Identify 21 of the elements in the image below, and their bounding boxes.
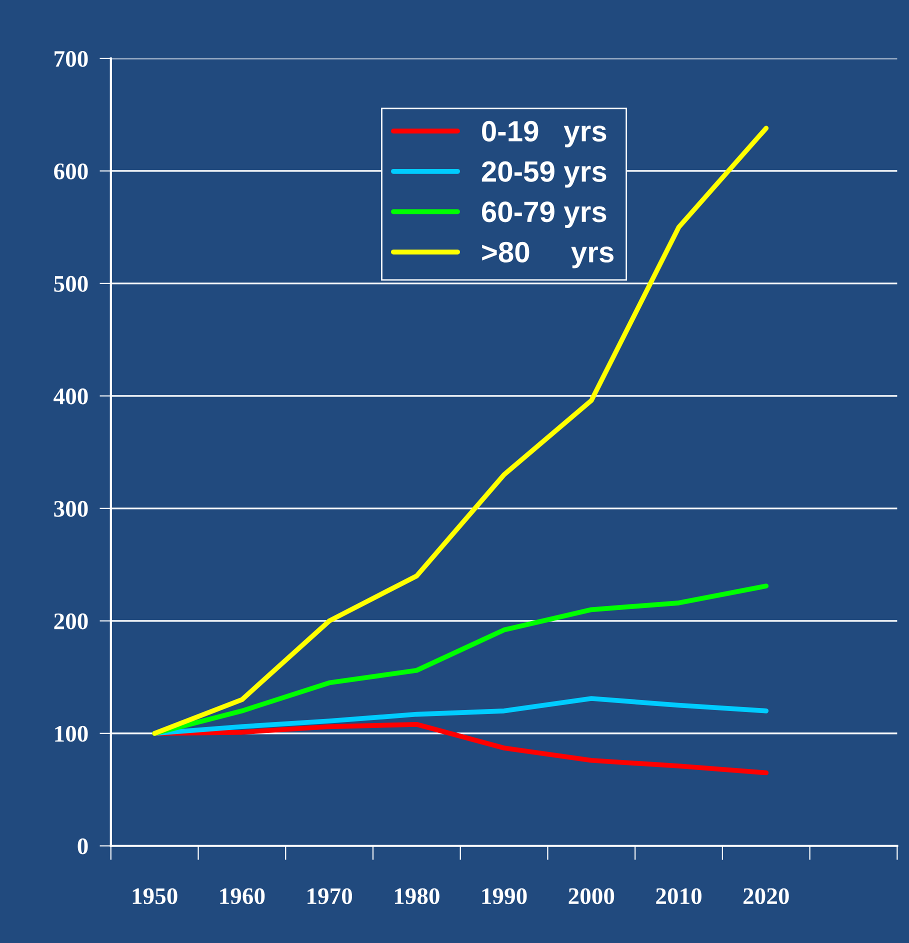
y-tick-label: 400 (54, 388, 88, 404)
legend-label: >80 yrs (482, 242, 614, 268)
line-series (152, 696, 769, 736)
y-tick-label: 500 (54, 276, 88, 292)
y-tick-label: 700 (54, 50, 88, 67)
legend-label: 0-19 yrs (482, 120, 606, 148)
x-tick-label: 1960 (220, 888, 265, 904)
x-tick-label: 1970 (308, 888, 352, 904)
legend-label: 60-79 yrs (482, 202, 606, 228)
y-tick-label: 300 (54, 500, 88, 517)
x-tick-label: 1990 (482, 888, 527, 904)
legend-label: 20-59 yrs (482, 161, 606, 188)
x-tick-label: 2020 (744, 888, 789, 904)
y-tick-label: 600 (54, 163, 88, 180)
x-tick-label: 2010 (656, 888, 702, 904)
y-tick-label: 100 (55, 726, 88, 742)
x-tick-label: 1980 (394, 888, 440, 904)
x-tick-label: 2000 (568, 888, 614, 904)
y-tick-label: 0 (78, 838, 88, 854)
y-tick-label: 200 (54, 613, 88, 630)
x-tick-label: 1950 (132, 888, 178, 904)
